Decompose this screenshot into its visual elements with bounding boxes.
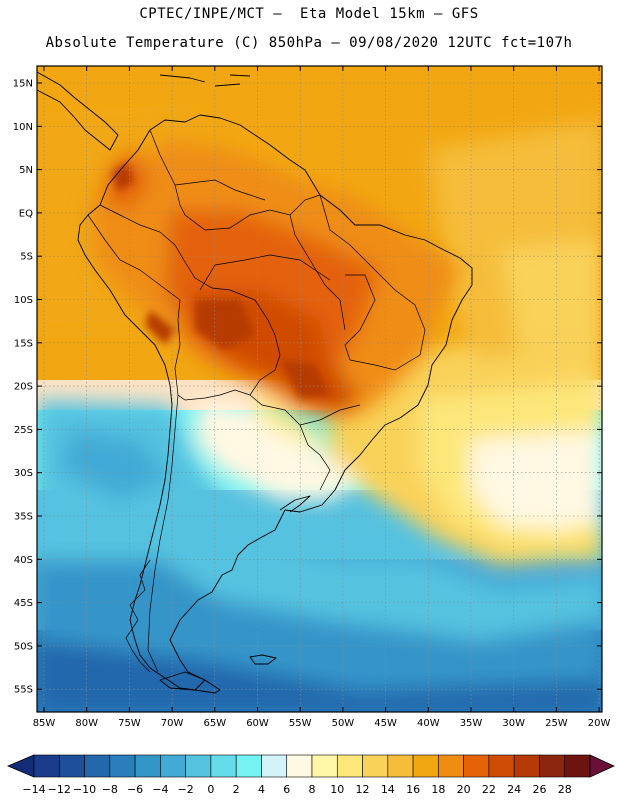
colorbar-label: 26 xyxy=(532,783,546,796)
lat-tick-label: 10S xyxy=(14,295,33,306)
latitude-axis: 15N 10N 5N EQ 5S 10S 15S 20S 25S 30S 35S 40S 45S 50S 5… xyxy=(13,79,602,696)
colorbar-label: −6 xyxy=(127,783,143,796)
lat-tick-label: 40S xyxy=(14,555,33,566)
colorbar-swatch xyxy=(463,754,490,778)
lon-tick-label: 40W xyxy=(417,718,440,729)
lon-tick-label: 45W xyxy=(374,718,397,729)
colorbar-swatch xyxy=(564,754,591,778)
colorbar-swatch xyxy=(109,754,136,778)
colorbar-label: 2 xyxy=(233,783,240,796)
colorbar-label: 20 xyxy=(457,783,471,796)
lon-tick-label: 75W xyxy=(118,718,141,729)
coastlines xyxy=(37,71,473,694)
lat-tick-label: 20S xyxy=(14,382,33,393)
colorbar-swatch xyxy=(84,754,111,778)
colorbar-swatch xyxy=(261,754,288,778)
lat-tick-label: 5S xyxy=(20,252,33,263)
colorbar-label: 16 xyxy=(406,783,420,796)
colorbar-swatch xyxy=(438,754,464,778)
longitude-axis: 85W 80W 75W 70W 65W 60W 55W 50W 45W 40W 35W 30W 25W 2… xyxy=(33,66,611,729)
lon-tick-label: 35W xyxy=(460,718,483,729)
colorbar-swatch xyxy=(210,754,237,778)
colorbar-swatch xyxy=(134,754,161,778)
colorbar-swatch xyxy=(412,754,439,778)
colorbar-swatch xyxy=(58,754,85,778)
colorbar-label: 0 xyxy=(207,783,214,796)
colorbar-label: 22 xyxy=(482,783,496,796)
lon-tick-label: 50W xyxy=(332,718,355,729)
colorbar-label: 12 xyxy=(356,783,370,796)
colorbar-swatch xyxy=(513,754,540,778)
colorbar-swatch xyxy=(185,754,212,778)
colorbar-swatch xyxy=(160,754,186,778)
lat-tick-label: EQ xyxy=(19,208,33,219)
colorbar-swatch xyxy=(33,754,60,778)
colorbar-swatch xyxy=(362,754,389,778)
colorbar-label: 8 xyxy=(309,783,316,796)
map-frame xyxy=(36,65,603,713)
lat-tick-label: 15N xyxy=(13,79,33,90)
lon-tick-label: 65W xyxy=(203,718,226,729)
lat-tick-label: 55S xyxy=(14,685,33,696)
colorbar-swatch xyxy=(286,754,313,778)
lon-tick-label: 30W xyxy=(502,718,525,729)
lon-tick-label: 20W xyxy=(588,718,611,729)
colorbar-label: 24 xyxy=(507,783,521,796)
colorbar-swatch xyxy=(488,754,515,778)
colorbar-high-arrow xyxy=(589,754,615,778)
lat-tick-label: 25S xyxy=(14,425,33,436)
colorbar-label: 18 xyxy=(431,783,445,796)
lon-tick-label: 55W xyxy=(289,718,312,729)
title-line-1: CPTEC/INPE/MCT – Eta Model 15km – GFS xyxy=(139,6,479,22)
colorbar-label: 14 xyxy=(381,783,395,796)
lat-tick-label: 50S xyxy=(14,641,33,652)
colorbar-label: 4 xyxy=(258,783,265,796)
colorbar-label: −8 xyxy=(102,783,118,796)
lon-tick-label: 70W xyxy=(161,718,184,729)
colorbar-label: −2 xyxy=(178,783,194,796)
lat-tick-label: 30S xyxy=(14,468,33,479)
colorbar-swatch xyxy=(235,754,262,778)
colorbar-swatch xyxy=(311,754,338,778)
colorbar-swatch xyxy=(336,754,363,778)
colorbar-label: −4 xyxy=(152,783,168,796)
lat-tick-label: 5N xyxy=(19,165,33,176)
lat-tick-label: 15S xyxy=(14,338,33,349)
colorbar-label: 28 xyxy=(558,783,572,796)
colorbar: −14 −12 −10 −8 −6 −4 −2 0 2 4 6 8 10 12 14 16 18 20 22 24 26… xyxy=(6,754,615,796)
colorbar-label: −10 xyxy=(73,783,96,796)
colorbar-swatch xyxy=(387,754,414,778)
title-line-2: Absolute Temperature (C) 850hPa – 09/08/… xyxy=(45,35,573,51)
lon-tick-label: 80W xyxy=(75,718,98,729)
lat-tick-label: 10N xyxy=(13,122,33,133)
lon-tick-label: 60W xyxy=(246,718,269,729)
colorbar-label: −14 xyxy=(22,783,45,796)
colorbar-low-arrow xyxy=(6,754,35,778)
colorbar-label: −12 xyxy=(48,783,71,796)
lon-tick-label: 25W xyxy=(545,718,568,729)
colorbar-swatch xyxy=(539,754,566,778)
lon-tick-label: 85W xyxy=(33,718,56,729)
colorbar-label: 10 xyxy=(330,783,344,796)
lat-tick-label: 45S xyxy=(14,598,33,609)
lat-tick-label: 35S xyxy=(14,512,33,523)
temperature-field xyxy=(37,66,602,712)
colorbar-label: 6 xyxy=(283,783,290,796)
country-borders xyxy=(87,129,426,673)
